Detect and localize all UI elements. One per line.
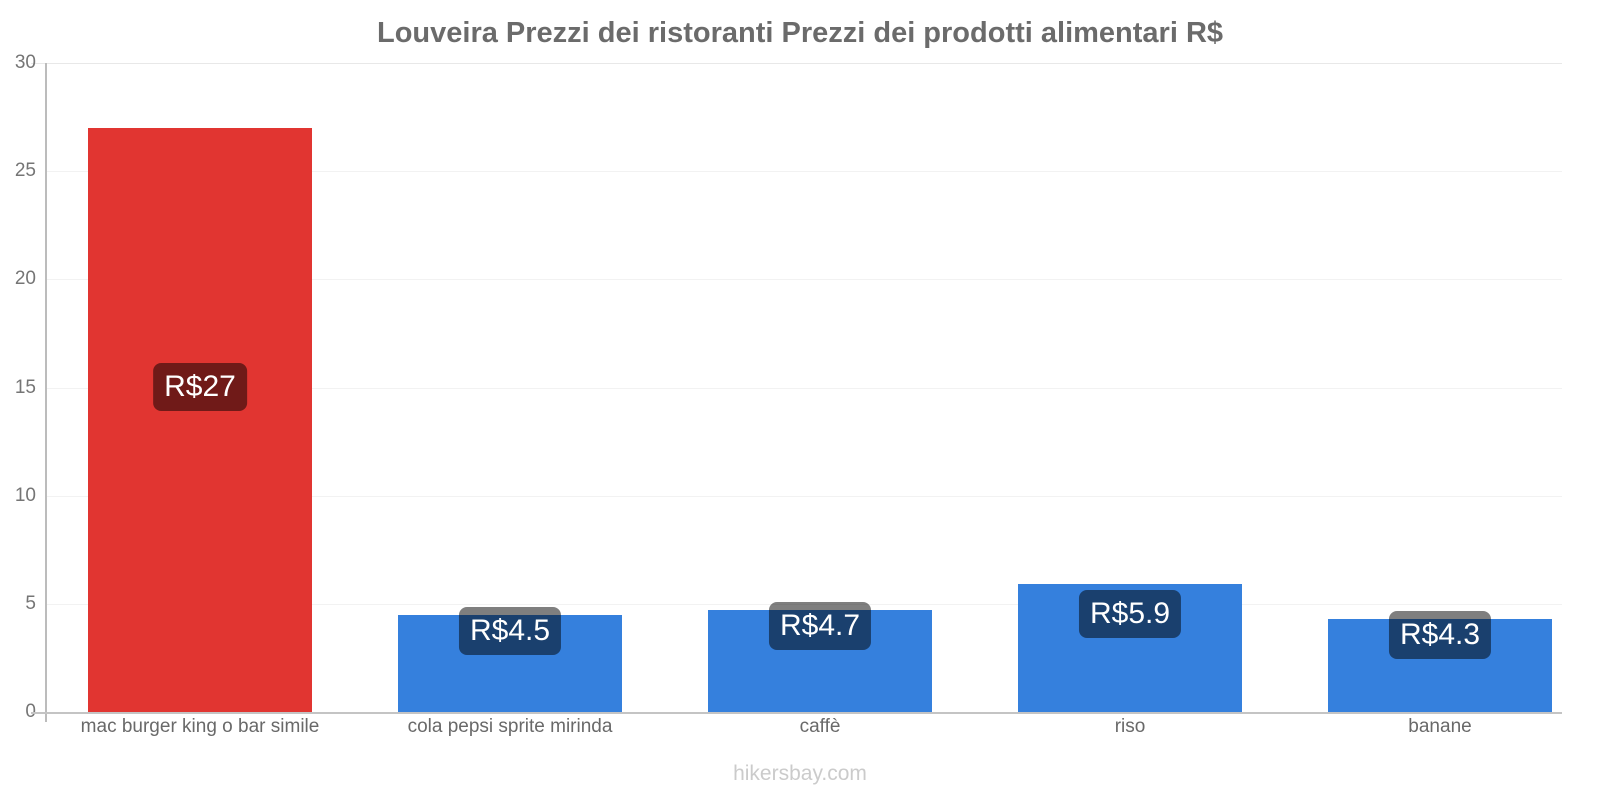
bar-value-label: R$4.5 xyxy=(458,607,562,655)
x-axis-label-1: cola pepsi sprite mirinda xyxy=(407,716,613,737)
gridline-10 xyxy=(45,496,1562,497)
y-tick-label-15: 15 xyxy=(14,377,36,398)
y-tick-label-0: 0 xyxy=(0,701,36,723)
x-axis-label-4: banane xyxy=(1408,716,1472,737)
bar-value-label: R$4.3 xyxy=(1388,611,1492,659)
bar-mac-burger-king-o-bar-simile xyxy=(88,128,312,712)
y-tick-label-30: 30 xyxy=(14,52,36,73)
y-tick-label-5: 5 xyxy=(25,593,36,614)
gridline-25 xyxy=(45,171,1562,172)
y-axis-line xyxy=(45,63,47,722)
watermark-hikersbay: hikersbay.com xyxy=(733,762,867,785)
bar-value-label: R$5.9 xyxy=(1078,590,1182,638)
x-axis-line xyxy=(31,712,1562,714)
bar-value-label: R$4.7 xyxy=(768,602,872,650)
gridline-15 xyxy=(45,388,1562,389)
y-tick-label-25: 25 xyxy=(14,160,36,181)
y-tick-label-10: 10 xyxy=(14,485,36,506)
chart-title: Louveira Prezzi dei ristoranti Prezzi de… xyxy=(376,17,1224,49)
x-axis-label-2: caffè xyxy=(799,716,841,737)
gridline-20 xyxy=(45,279,1562,280)
y-tick-label-20: 20 xyxy=(14,268,36,289)
gridline-30 xyxy=(31,63,1562,64)
x-axis-label-0: mac burger king o bar simile xyxy=(80,716,320,737)
bar-value-label: R$27 xyxy=(153,363,247,411)
x-axis-label-3: riso xyxy=(1114,716,1146,737)
